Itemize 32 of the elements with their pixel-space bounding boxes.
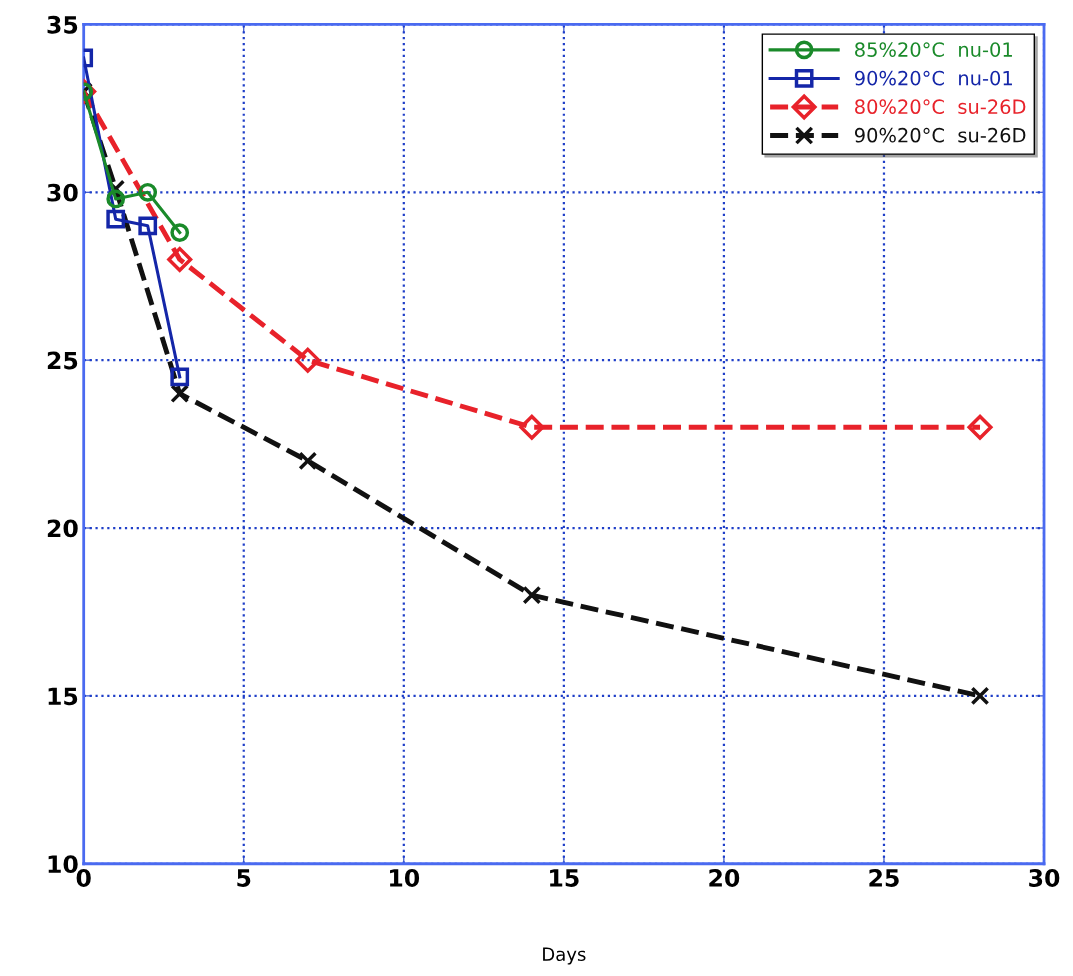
x-tick-label: 10: [390, 869, 420, 887]
point: [967, 414, 993, 440]
point: [167, 246, 193, 272]
x-tick-label: 20: [709, 869, 740, 887]
x-tick-label: 0: [76, 869, 91, 887]
legend-label: 85%20°C nu-01: [855, 42, 1012, 57]
point: [138, 216, 158, 236]
y-tick-label: 10: [48, 855, 78, 874]
y-tick-label: 25: [47, 351, 78, 370]
x-axis-title: Days: [543, 947, 586, 965]
point: [295, 347, 321, 373]
point: [170, 223, 190, 242]
point: [106, 189, 126, 209]
point: [298, 451, 318, 471]
x-tick-label: 25: [869, 869, 899, 887]
point: [519, 414, 545, 440]
point: [106, 209, 126, 229]
point: [170, 384, 190, 404]
y-tick-label: 20: [47, 519, 78, 538]
point: [970, 686, 990, 706]
legend-label: 80%20°C su-26D: [855, 99, 1026, 115]
point: [138, 182, 158, 202]
y-tick-label: 35: [47, 15, 78, 34]
legend-label: 90%20°C nu-01: [854, 70, 1012, 86]
y-tick-label: 15: [48, 687, 78, 706]
x-tick-label: 30: [1029, 869, 1060, 887]
x-tick-label: 5: [237, 869, 251, 887]
legend-label: 90%20°C su-26D: [854, 127, 1026, 143]
point: [170, 367, 190, 387]
x-tick-label: 15: [550, 869, 579, 887]
point: [522, 585, 542, 605]
y-tick-label: 30: [47, 183, 78, 202]
